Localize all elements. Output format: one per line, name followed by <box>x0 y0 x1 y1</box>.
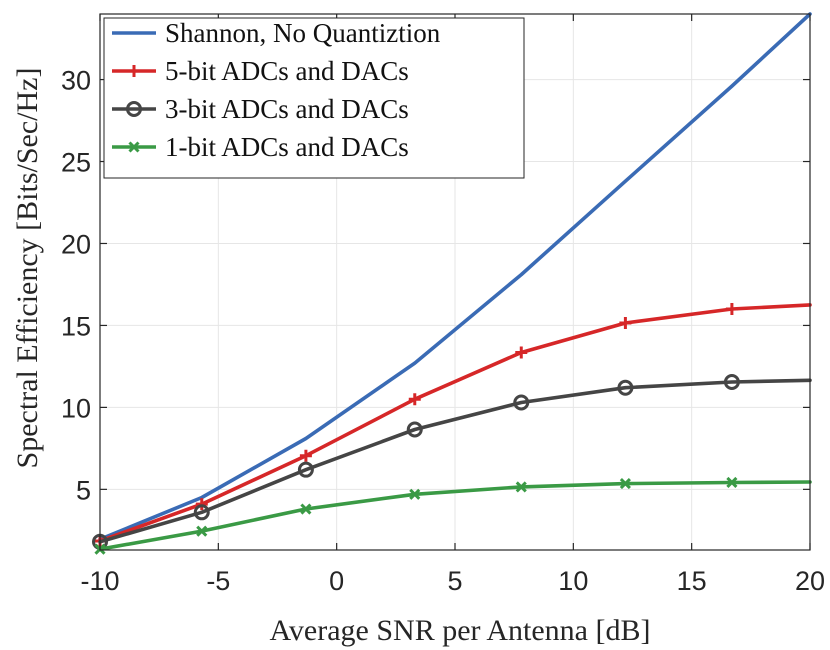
y-tick-label: 25 <box>61 148 91 178</box>
x-tick-label: 0 <box>329 566 344 596</box>
x-tick-label: 5 <box>447 566 462 596</box>
x-tick-label: -5 <box>206 566 230 596</box>
x-tick-label: 20 <box>795 566 825 596</box>
data-point-4 <box>726 476 738 489</box>
legend-label: Shannon, No Quantiztion <box>165 18 441 48</box>
data-point-4 <box>619 478 631 490</box>
x-tick-label: -10 <box>80 566 119 596</box>
y-tick-label: 10 <box>61 393 91 423</box>
series-1 <box>98 12 812 542</box>
data-point-3 <box>617 379 634 396</box>
legend-marker <box>128 141 140 153</box>
data-point-4 <box>409 488 421 500</box>
x-tick-label: 15 <box>677 566 707 596</box>
series-2 <box>94 303 812 547</box>
data-point-2 <box>619 316 632 329</box>
y-tick-label: 20 <box>61 229 91 259</box>
series-3 <box>92 373 812 550</box>
series-line-3 <box>98 378 812 544</box>
legend-marker <box>128 65 140 77</box>
data-point-3 <box>723 373 740 390</box>
y-tick-label: 30 <box>61 66 91 96</box>
x-axis-label: Average SNR per Antenna [dB] <box>269 614 650 647</box>
legend-label: 5-bit ADCs and DACs <box>165 56 409 86</box>
data-point-4 <box>196 525 208 537</box>
series-line-2 <box>98 303 812 543</box>
series-line-1 <box>98 12 812 542</box>
y-tick-label: 5 <box>76 475 91 505</box>
legend: Shannon, No Quantiztion 5-bit ADCs and DA… <box>103 17 525 179</box>
legend-marker <box>126 101 142 117</box>
data-point-4 <box>300 503 312 515</box>
tick-labels: -10 -5 0 5 10 15 20 5 10 15 20 25 30 <box>61 66 825 596</box>
data-point-2 <box>299 449 312 462</box>
legend-label: 3-bit ADCs and DACs <box>165 94 409 124</box>
y-axis-label: Spectral Efficiency [Bits/Sec/Hz] <box>11 68 44 469</box>
data-point-2 <box>515 346 528 359</box>
series-line-4 <box>98 480 812 552</box>
data-point-2 <box>725 303 738 316</box>
data-point-3 <box>406 421 423 438</box>
legend-box <box>103 17 525 179</box>
data-point-2 <box>408 393 421 406</box>
y-tick-label: 15 <box>61 311 91 341</box>
data-point-3 <box>513 394 530 411</box>
data-point-3 <box>193 504 210 521</box>
series-lines <box>92 12 812 555</box>
x-tick-label: 10 <box>558 566 588 596</box>
data-point-2 <box>195 498 208 511</box>
data-point-3 <box>297 461 314 478</box>
data-point-4 <box>515 481 527 493</box>
legend-label: 1-bit ADCs and DACs <box>165 132 409 162</box>
